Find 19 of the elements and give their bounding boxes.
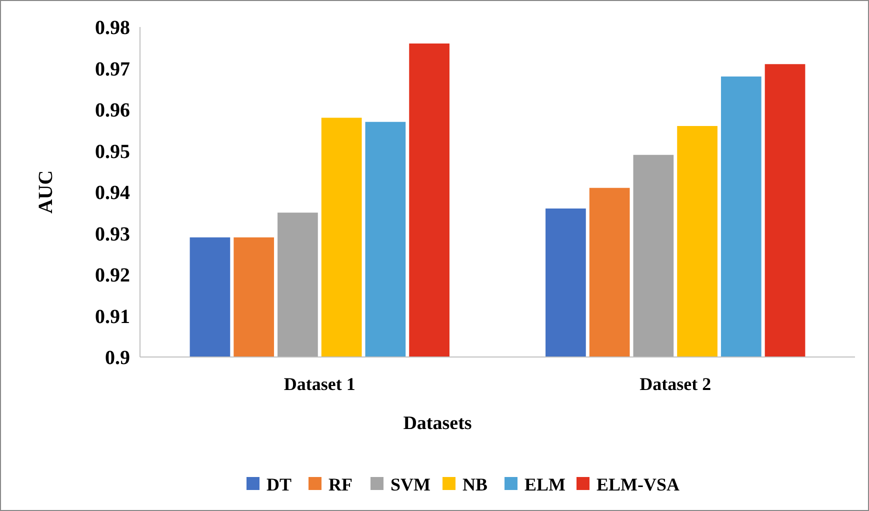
- y-tick-label: 0.91: [95, 306, 130, 328]
- y-tick-label: 0.93: [95, 223, 130, 246]
- legend-label: NB: [462, 474, 488, 494]
- x-tick-label: Dataset 2: [640, 374, 712, 394]
- legend-label: SVM: [390, 474, 431, 494]
- legend-label: ELM: [524, 474, 566, 494]
- y-tick-label: 0.92: [95, 264, 130, 286]
- x-tick-label: Dataset 1: [284, 374, 356, 394]
- y-tick-label: 0.95: [95, 140, 130, 163]
- legend-label: ELM-VSA: [596, 474, 680, 494]
- x-axis-title: Datasets: [403, 413, 472, 434]
- y-tick-label: 0.9: [105, 347, 130, 369]
- y-tick-label: 0.98: [95, 17, 130, 39]
- legend-label: DT: [266, 474, 292, 494]
- legend-label: RF: [328, 474, 352, 494]
- y-tick-label: 0.96: [95, 100, 130, 122]
- y-tick-label: 0.94: [95, 182, 130, 204]
- y-axis-title: AUC: [35, 170, 57, 214]
- y-tick-label: 0.97: [95, 58, 130, 80]
